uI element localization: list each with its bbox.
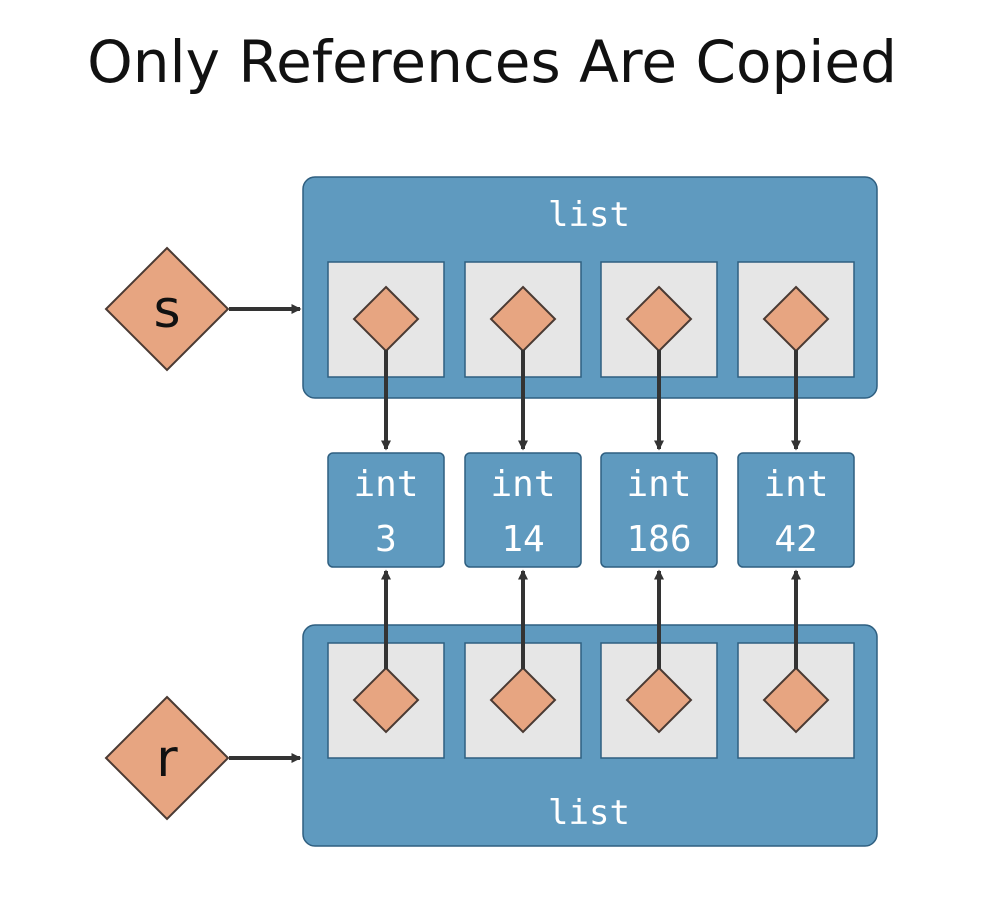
bottom-slot-reference-diamond bbox=[352, 666, 420, 734]
top-list-type-label: list bbox=[548, 195, 630, 235]
variable-r-diamond bbox=[104, 695, 230, 821]
variable-s-diamond bbox=[104, 246, 230, 372]
int-type-label: int bbox=[490, 464, 555, 505]
int-object-box bbox=[327, 452, 445, 568]
int-objects: int 3 int 14 int 186 int 42 bbox=[327, 452, 855, 568]
variable-s-label: s bbox=[153, 280, 180, 340]
variable-s-reference: s bbox=[104, 246, 302, 372]
int-type-label: int bbox=[763, 464, 828, 505]
int-object-box bbox=[464, 452, 582, 568]
int-value-label: 186 bbox=[626, 519, 691, 560]
bottom-slot-reference-diamond bbox=[762, 666, 830, 734]
reference-arrows bbox=[381, 350, 801, 669]
int-object-box bbox=[737, 452, 855, 568]
int-value-label: 42 bbox=[774, 519, 817, 560]
top-list-slots bbox=[327, 261, 855, 378]
int-type-label: int bbox=[353, 464, 418, 505]
int-type-label: int bbox=[626, 464, 691, 505]
top-list-box bbox=[302, 176, 878, 399]
int-value-label: 3 bbox=[375, 519, 397, 560]
int-value-label: 14 bbox=[501, 519, 544, 560]
bottom-slot-reference-diamond bbox=[489, 666, 557, 734]
variable-r-reference: r bbox=[104, 695, 302, 821]
page-title: Only References Are Copied bbox=[87, 28, 897, 96]
variable-r-label: r bbox=[156, 729, 178, 789]
bottom-list-box bbox=[302, 624, 878, 847]
int-object-box bbox=[600, 452, 718, 568]
bottom-list-type-label: list bbox=[548, 793, 630, 833]
bottom-slot-reference-diamond bbox=[625, 666, 693, 734]
